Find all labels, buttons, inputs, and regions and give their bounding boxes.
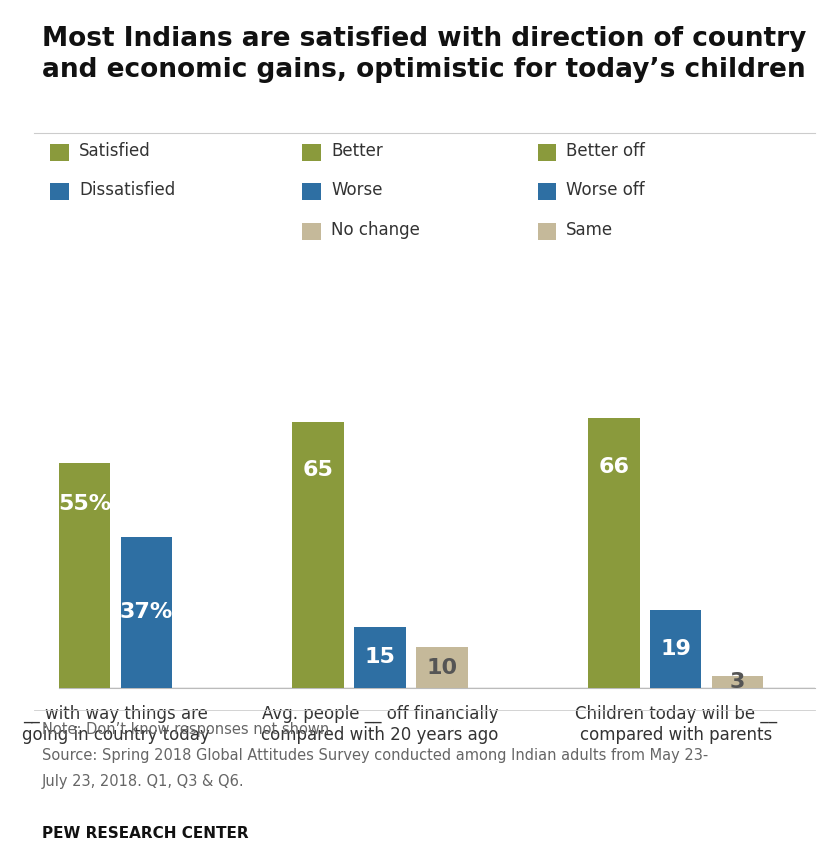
Text: Same: Same [566, 221, 613, 238]
Bar [121, 537, 172, 688]
Text: Better: Better [331, 142, 383, 159]
Bar [650, 611, 701, 688]
Text: July 23, 2018. Q1, Q3 & Q6.: July 23, 2018. Q1, Q3 & Q6. [42, 774, 244, 789]
Text: Satisfied: Satisfied [79, 142, 150, 159]
Text: 10: 10 [427, 658, 458, 678]
Text: Source: Spring 2018 Global Attitudes Survey conducted among Indian adults from M: Source: Spring 2018 Global Attitudes Sur… [42, 748, 708, 763]
Text: PEW RESEARCH CENTER: PEW RESEARCH CENTER [42, 826, 249, 840]
Text: Note: Don’t know responses not shown.: Note: Don’t know responses not shown. [42, 722, 334, 737]
Bar [354, 627, 406, 688]
Text: Worse off: Worse off [566, 181, 645, 199]
Text: 19: 19 [660, 639, 691, 660]
Text: 15: 15 [365, 648, 396, 667]
Bar [711, 676, 764, 688]
Bar [292, 422, 344, 688]
Text: 37%: 37% [120, 602, 173, 623]
Bar [416, 647, 468, 688]
Text: 66: 66 [598, 457, 629, 477]
Bar [59, 464, 110, 688]
Text: Worse: Worse [331, 181, 382, 199]
Bar [588, 418, 639, 688]
Text: 55%: 55% [58, 494, 111, 513]
Text: 3: 3 [730, 672, 745, 692]
Text: No change: No change [331, 221, 420, 238]
Text: Better off: Better off [566, 142, 645, 159]
Text: 65: 65 [302, 460, 333, 480]
Text: Most Indians are satisfied with direction of country
and economic gains, optimis: Most Indians are satisfied with directio… [42, 26, 806, 83]
Text: Dissatisfied: Dissatisfied [79, 181, 176, 199]
